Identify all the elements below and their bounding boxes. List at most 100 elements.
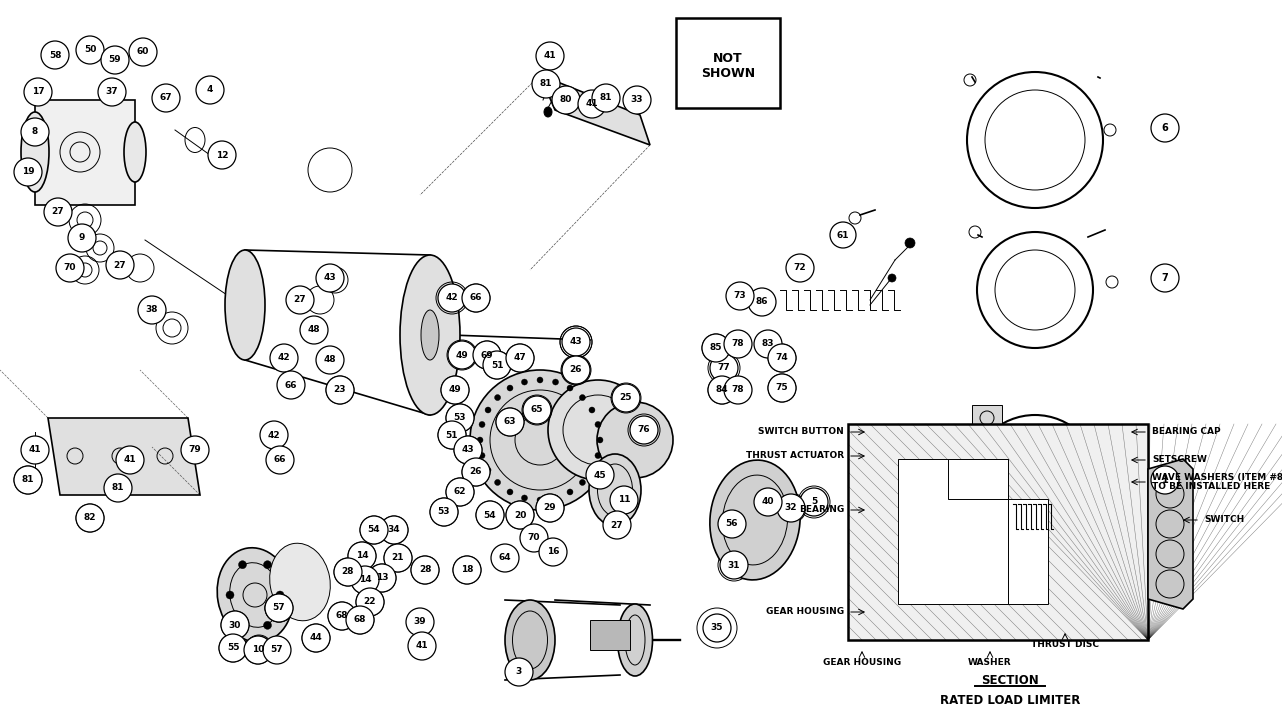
Text: 14: 14 — [355, 551, 368, 560]
Text: 68: 68 — [354, 615, 367, 625]
Text: 35: 35 — [710, 623, 723, 632]
Circle shape — [473, 341, 501, 369]
Ellipse shape — [544, 107, 553, 117]
Text: 78: 78 — [732, 339, 745, 349]
Circle shape — [496, 408, 524, 436]
Text: 47: 47 — [514, 354, 527, 362]
Circle shape — [485, 407, 491, 413]
Text: 64: 64 — [499, 553, 512, 563]
Text: 62: 62 — [454, 488, 467, 496]
Text: 7: 7 — [1161, 273, 1168, 283]
Text: 75: 75 — [776, 384, 788, 392]
Circle shape — [603, 511, 631, 539]
Text: 43: 43 — [462, 446, 474, 454]
Circle shape — [579, 479, 586, 486]
Circle shape — [536, 42, 564, 70]
Text: 65: 65 — [531, 406, 544, 414]
Circle shape — [495, 394, 500, 401]
Text: 44: 44 — [310, 633, 322, 642]
Text: 68: 68 — [336, 612, 349, 620]
Circle shape — [351, 566, 379, 594]
Circle shape — [196, 76, 224, 104]
Text: 77: 77 — [718, 364, 731, 372]
Circle shape — [101, 46, 129, 74]
Circle shape — [379, 516, 408, 544]
Circle shape — [623, 86, 651, 114]
Text: 50: 50 — [83, 46, 96, 54]
Text: 27: 27 — [51, 207, 64, 217]
Circle shape — [41, 41, 69, 69]
Text: 41: 41 — [544, 51, 556, 61]
Text: 32: 32 — [785, 503, 797, 513]
Circle shape — [447, 341, 476, 369]
Circle shape — [1151, 466, 1179, 494]
Circle shape — [385, 544, 412, 572]
Circle shape — [724, 330, 753, 358]
Text: 49: 49 — [449, 386, 462, 394]
Circle shape — [547, 380, 647, 480]
Circle shape — [303, 624, 329, 652]
Circle shape — [532, 70, 560, 98]
Text: 81: 81 — [22, 476, 35, 485]
Ellipse shape — [400, 255, 460, 415]
Text: 16: 16 — [546, 548, 559, 557]
Bar — [972, 405, 1003, 453]
Text: 12: 12 — [215, 150, 228, 160]
Circle shape — [786, 254, 814, 282]
Text: 61: 61 — [837, 230, 849, 240]
Bar — [1008, 499, 1047, 604]
Circle shape — [588, 467, 595, 473]
Circle shape — [129, 38, 156, 66]
Text: 45: 45 — [594, 471, 606, 480]
Circle shape — [153, 84, 179, 112]
Text: 43: 43 — [323, 274, 336, 282]
Circle shape — [597, 437, 603, 443]
Circle shape — [1151, 264, 1179, 292]
Text: 51: 51 — [491, 361, 504, 369]
Circle shape — [438, 421, 465, 449]
Text: 26: 26 — [469, 468, 482, 476]
Ellipse shape — [710, 460, 800, 580]
Text: 86: 86 — [756, 297, 768, 307]
Text: 19: 19 — [22, 168, 35, 177]
Ellipse shape — [420, 310, 438, 360]
Circle shape — [446, 404, 474, 432]
Circle shape — [538, 538, 567, 566]
Circle shape — [356, 588, 385, 616]
Ellipse shape — [21, 112, 49, 192]
Text: 70: 70 — [528, 533, 540, 543]
Circle shape — [506, 501, 535, 529]
Text: 83: 83 — [762, 339, 774, 349]
Text: SWITCH BUTTON: SWITCH BUTTON — [758, 428, 844, 436]
Text: 81: 81 — [540, 80, 553, 88]
Text: 66: 66 — [285, 381, 297, 389]
Circle shape — [14, 466, 42, 494]
Ellipse shape — [29, 473, 40, 487]
Text: THRUST ACTUATOR: THRUST ACTUATOR — [746, 451, 844, 461]
Text: 51: 51 — [446, 431, 458, 439]
Circle shape — [56, 254, 85, 282]
Circle shape — [720, 551, 747, 579]
Circle shape — [523, 396, 551, 424]
Circle shape — [326, 376, 354, 404]
Circle shape — [506, 489, 513, 495]
Text: 23: 23 — [333, 386, 346, 394]
Circle shape — [726, 282, 754, 310]
Circle shape — [586, 461, 614, 489]
Text: 25: 25 — [619, 394, 632, 403]
Text: 56: 56 — [726, 520, 738, 528]
Circle shape — [754, 488, 782, 516]
Circle shape — [277, 371, 305, 399]
Text: 22: 22 — [364, 597, 376, 607]
Text: 28: 28 — [419, 565, 431, 575]
Ellipse shape — [565, 103, 574, 113]
Text: 20: 20 — [514, 511, 526, 520]
Text: 5: 5 — [812, 498, 817, 506]
Circle shape — [438, 284, 465, 312]
Text: 42: 42 — [446, 294, 458, 302]
Text: 41: 41 — [123, 456, 136, 464]
Text: 42: 42 — [278, 354, 290, 362]
Circle shape — [710, 354, 738, 382]
Polygon shape — [540, 75, 650, 145]
Circle shape — [346, 606, 374, 634]
